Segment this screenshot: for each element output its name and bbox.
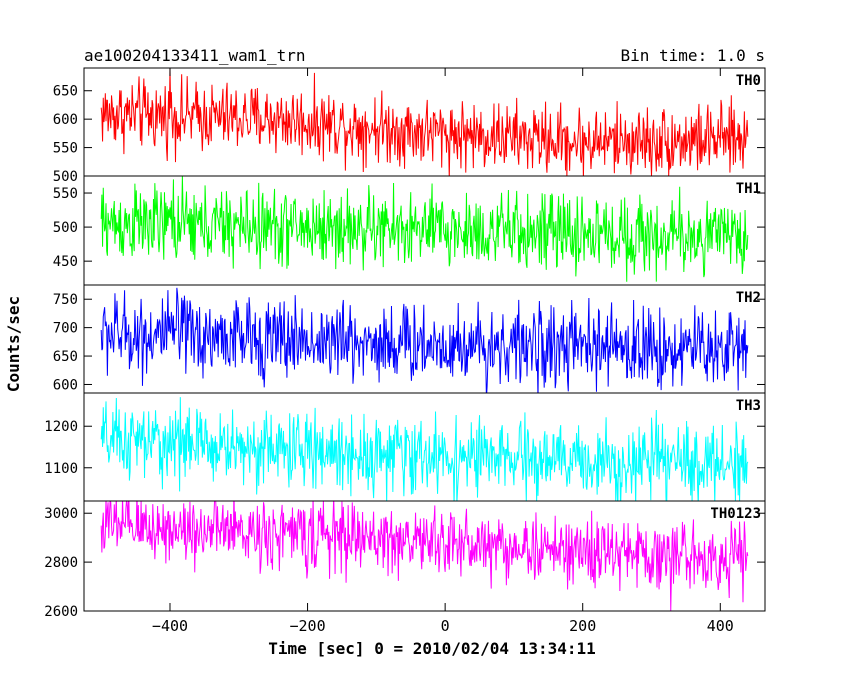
series-line-th0 [100,68,749,176]
bin-time-label: Bin time: 1.0 s [621,46,766,65]
y-tick-label-th0-500: 500 [53,169,78,185]
series-line-th3 [100,397,749,501]
x-tick-label-400: 400 [707,617,734,635]
x-axis-label: Time [sec] 0 = 2010/02/04 13:34:11 [268,639,596,658]
chart-title: ae100204133411_wam1_trn [84,46,306,65]
x-tick-label--400: −400 [152,617,188,635]
y-tick-label-th1-450: 450 [53,254,78,270]
x-tick-label-0: 0 [441,617,450,635]
x-tick-label--200: −200 [289,617,325,635]
y-tick-label-th2-650: 650 [53,349,78,365]
y-tick-label-th2-700: 700 [53,321,78,337]
y-tick-label-th0123-2800: 2800 [44,555,78,571]
panel-label-th2: TH2 [736,290,761,306]
series-line-th1 [100,176,749,282]
y-axis-label: Counts/sec [4,296,23,392]
y-tick-label-th3-1200: 1200 [44,419,78,435]
series-line-th2 [100,287,749,393]
y-tick-label-th0-650: 650 [53,84,78,100]
y-tick-label-th2-600: 600 [53,377,78,393]
y-tick-label-th2-750: 750 [53,292,78,308]
panel-label-th3: TH3 [736,398,761,414]
y-tick-label-th1-550: 550 [53,186,78,202]
series-line-th0123 [100,501,749,611]
panel-label-th0: TH0 [736,73,761,89]
x-tick-label-200: 200 [569,617,596,635]
y-tick-label-th0123-3000: 3000 [44,506,78,522]
y-tick-label-th3-1100: 1100 [44,461,78,477]
panel-frame-th0123 [83,500,766,612]
y-tick-label-th0-600: 600 [53,112,78,128]
y-tick-label-th0123-2600: 2600 [44,604,78,620]
y-tick-label-th1-500: 500 [53,220,78,236]
panel-label-th0123: TH0123 [710,506,761,522]
panel-label-th1: TH1 [736,181,761,197]
y-tick-label-th0-550: 550 [53,141,78,157]
